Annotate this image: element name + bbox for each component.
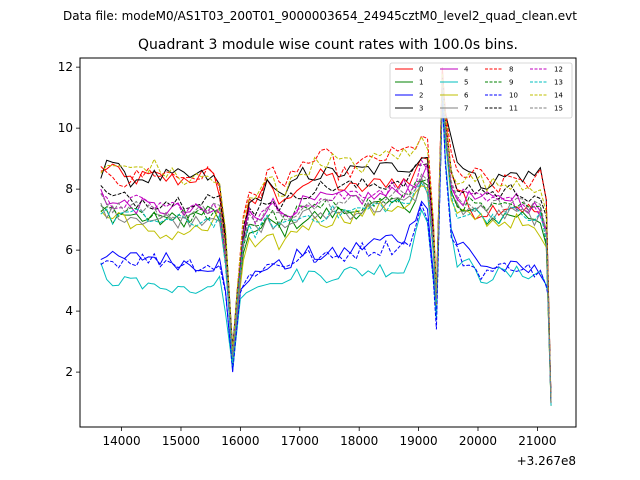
x-tick-label: 17000 — [281, 434, 319, 448]
legend-label-6: 6 — [464, 92, 469, 100]
y-tick-label: 12 — [58, 60, 73, 74]
series-line-11 — [100, 76, 552, 403]
x-tick-label: 20000 — [459, 434, 497, 448]
x-tick-label: 16000 — [221, 434, 259, 448]
series-line-3 — [100, 79, 552, 403]
series-line-7 — [100, 88, 552, 406]
series-line-6 — [100, 88, 552, 406]
legend-label-3: 3 — [419, 105, 423, 113]
x-tick-label: 18000 — [340, 434, 378, 448]
legend-label-12: 12 — [554, 66, 563, 74]
plot-area — [79, 57, 577, 428]
y-tick-label: 4 — [65, 304, 73, 318]
series-line-15 — [100, 82, 552, 403]
legend-label-15: 15 — [554, 105, 563, 113]
x-offset-label: +3.267e8 — [517, 454, 576, 468]
legend-label-10: 10 — [509, 92, 518, 100]
plot-background — [80, 58, 576, 427]
figure-suptitle: Data file: modeM0/AS1T03_200T01_90000036… — [63, 9, 577, 23]
y-tick-label: 6 — [65, 243, 73, 257]
y-axis: 2 4 6 8 10 12 — [58, 60, 80, 379]
x-tick-label: 15000 — [162, 434, 200, 448]
y-tick-label: 8 — [65, 182, 73, 196]
legend-label-13: 13 — [554, 79, 563, 87]
series-line-4 — [100, 85, 552, 403]
legend-label-0: 0 — [419, 66, 423, 74]
legend-label-1: 1 — [419, 79, 423, 87]
legend-label-7: 7 — [464, 105, 468, 113]
x-tick-label: 21000 — [518, 434, 556, 448]
series-line-12 — [100, 82, 552, 403]
legend-label-2: 2 — [419, 92, 423, 100]
axes-frame — [79, 57, 577, 428]
legend-label-14: 14 — [554, 92, 563, 100]
legend-label-5: 5 — [464, 79, 468, 87]
x-axis: 14000 15000 16000 17000 18000 19000 20000 21000 — [102, 427, 556, 448]
series-line-13 — [100, 88, 552, 406]
legend-box — [389, 62, 573, 119]
legend-label-11: 11 — [509, 105, 518, 113]
y-tick-label: 2 — [65, 365, 73, 379]
chart-title: Quadrant 3 module wise count rates with … — [138, 37, 518, 53]
x-tick-label: 19000 — [399, 434, 437, 448]
series-layer — [100, 67, 552, 406]
legend-label-8: 8 — [509, 66, 513, 74]
series-line-2 — [100, 100, 552, 403]
x-tick-label: 14000 — [102, 434, 140, 448]
series-line-0 — [100, 67, 552, 403]
series-line-14 — [100, 73, 552, 403]
series-line-5 — [100, 97, 552, 406]
legend-label-4: 4 — [464, 66, 469, 74]
y-tick-label: 10 — [58, 121, 73, 135]
legend-label-9: 9 — [509, 79, 513, 87]
